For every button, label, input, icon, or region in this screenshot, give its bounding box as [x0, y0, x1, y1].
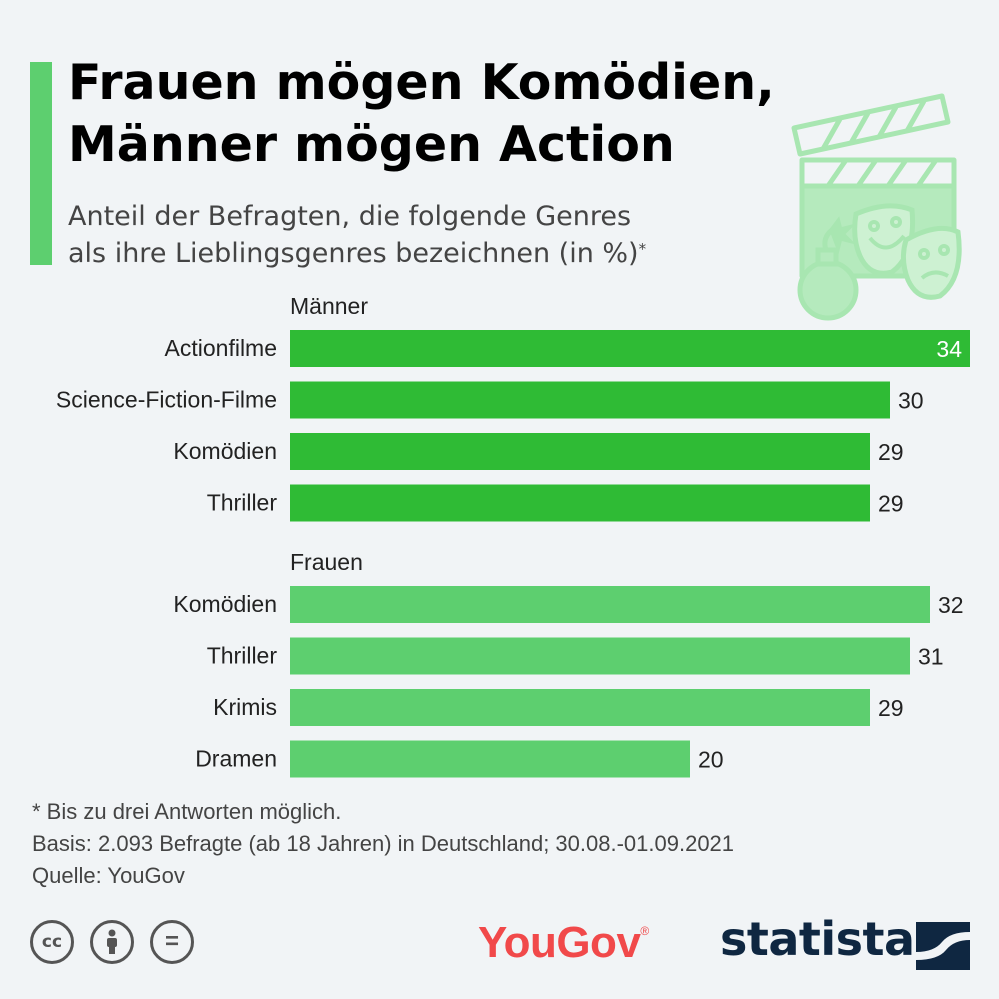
- statista-logo-icon: [916, 922, 970, 970]
- mask-faces: [868, 216, 950, 280]
- cc-icon-glyph: cc: [41, 932, 63, 952]
- yougov-registered-mark: ®: [640, 924, 649, 939]
- value-label: 20: [698, 747, 724, 773]
- title-line-2: Männer mögen Action: [68, 116, 675, 173]
- statista-logo-text: statista: [720, 912, 915, 966]
- subtitle-line-1: Anteil der Befragten, die folgende Genre…: [68, 201, 632, 232]
- subtitle-line-2: als ihre Lieblingsgenres bezeichnen (in …: [68, 235, 768, 272]
- no-derivatives-icon[interactable]: =: [150, 920, 194, 964]
- value-label: 34: [936, 336, 962, 362]
- yougov-logo-text: YouGov: [478, 918, 641, 967]
- value-label: 29: [878, 695, 904, 721]
- bomb-icon: [797, 216, 859, 321]
- value-label: 29: [878, 491, 904, 517]
- subtitle-footnote-mark: *: [638, 240, 647, 258]
- category-label: Thriller: [207, 643, 278, 669]
- bar: [290, 740, 690, 778]
- subtitle-line-2-text: als ihre Lieblingsgenres bezeichnen (in …: [68, 238, 639, 269]
- value-label: 29: [878, 439, 904, 465]
- footnote-source: Quelle: YouGov: [32, 863, 185, 888]
- group-label: Männer: [290, 293, 368, 319]
- category-label: Komödien: [173, 591, 277, 617]
- category-label: Komödien: [173, 438, 277, 464]
- category-label: Krimis: [213, 694, 277, 720]
- footnote-basis: Basis: 2.093 Befragte (ab 18 Jahren) in …: [32, 831, 735, 856]
- chart-title: Frauen mögen Komödien, Männer mögen Acti…: [68, 52, 828, 176]
- category-label: Actionfilme: [165, 335, 277, 361]
- footnotes: * Bis zu drei Antworten möglich. Basis: …: [32, 796, 734, 892]
- bar: [290, 637, 910, 675]
- equals-glyph: =: [164, 928, 179, 955]
- person-icon: [107, 929, 117, 954]
- yougov-logo: YouGov®: [478, 918, 649, 968]
- value-label: 30: [898, 388, 924, 414]
- chart-subtitle: Anteil der Befragten, die folgende Genre…: [68, 198, 768, 272]
- group-label: Frauen: [290, 549, 363, 575]
- title-line-1: Frauen mögen Komödien,: [68, 54, 775, 111]
- bar: [290, 433, 870, 470]
- bar: [290, 330, 970, 367]
- footnote-note: * Bis zu drei Antworten möglich.: [32, 799, 342, 824]
- accent-bar: [30, 62, 52, 265]
- bar: [290, 689, 870, 726]
- cinema-illustration: [791, 93, 962, 321]
- bar: [290, 381, 890, 419]
- bar: [290, 484, 870, 522]
- bar-chart: Männer Actionfilme 34 Science-Fiction-Filme…: [56, 293, 970, 778]
- category-label: Dramen: [195, 746, 277, 772]
- cc-icon[interactable]: cc: [30, 920, 74, 964]
- attribution-icon[interactable]: [90, 920, 134, 964]
- category-label: Thriller: [207, 490, 278, 516]
- category-label: Science-Fiction-Filme: [56, 387, 277, 413]
- value-label: 31: [918, 644, 944, 670]
- value-label: 32: [938, 592, 964, 618]
- bar: [290, 586, 930, 623]
